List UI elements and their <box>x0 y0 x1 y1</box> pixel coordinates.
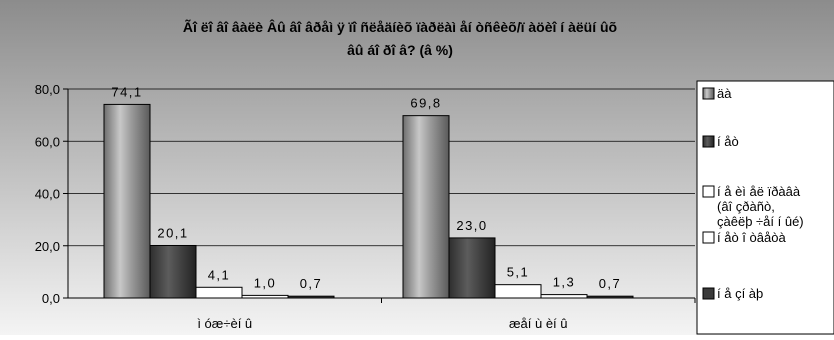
y-tick-label: 80,0 <box>35 82 60 97</box>
legend-label: (âî çðàñò, <box>717 199 775 214</box>
legend-label: äà <box>717 86 732 101</box>
data-label: 23,0 <box>456 218 487 233</box>
x-category-label: ì óæ÷èí û <box>197 316 252 331</box>
gray-bar-icon <box>702 87 715 100</box>
white-bar-icon <box>702 185 715 198</box>
legend-label: í å èì åë ïðàâà <box>717 184 801 199</box>
bar <box>540 294 588 299</box>
white-bar-icon <box>702 231 715 244</box>
legend-label: í åò <box>717 134 739 149</box>
legend-label: í åò î òâåòà <box>717 230 786 245</box>
dark-bar-icon <box>702 135 715 148</box>
chart-title-line-1: Ãî ëî âî âàëè Âû âî âðåì ÿ ïî ñëåäíèõ ïà… <box>183 18 617 35</box>
darkest-bar-icon <box>702 287 715 300</box>
data-label: 5,1 <box>507 265 530 280</box>
data-labels: 74,1 69,8 20,1 23,0 4,1 5,1 1,0 1,3 0,7 0,7 <box>111 84 622 291</box>
data-label: 20,1 <box>157 225 188 240</box>
data-label: 69,8 <box>410 96 441 111</box>
legend-label: í å çí àþ <box>717 286 763 301</box>
bar <box>402 115 450 299</box>
y-tick-label: 0,0 <box>42 291 60 306</box>
legend-label: çàêëþ ÷åí í ûé) <box>717 214 804 229</box>
data-label: 4,1 <box>208 267 231 282</box>
bar <box>149 244 197 299</box>
legend: äà í åò í å èì åë ïðàâà(âî çðàñò,çàêëþ ÷åí… <box>696 80 834 335</box>
legend-box <box>696 80 834 335</box>
bar <box>448 237 496 299</box>
bars <box>103 103 634 299</box>
y-tick-label: 40,0 <box>35 187 60 202</box>
x-category-label: æåí ù èí û <box>509 316 568 331</box>
y-tick-label: 60,0 <box>35 134 60 149</box>
data-label: 0,7 <box>300 276 323 291</box>
bar <box>494 284 542 299</box>
bar <box>287 295 335 299</box>
bar <box>103 103 151 299</box>
bar <box>195 286 243 299</box>
y-tick-label: 20,0 <box>35 239 60 254</box>
chart-title-line-2: âû áî ðî â? (â %) <box>347 42 453 58</box>
bar <box>241 294 289 299</box>
data-label: 0,7 <box>599 276 622 291</box>
data-label: 1,0 <box>254 275 277 290</box>
data-label: 1,3 <box>553 275 576 290</box>
data-label: 74,1 <box>111 84 142 99</box>
bar <box>586 295 634 299</box>
